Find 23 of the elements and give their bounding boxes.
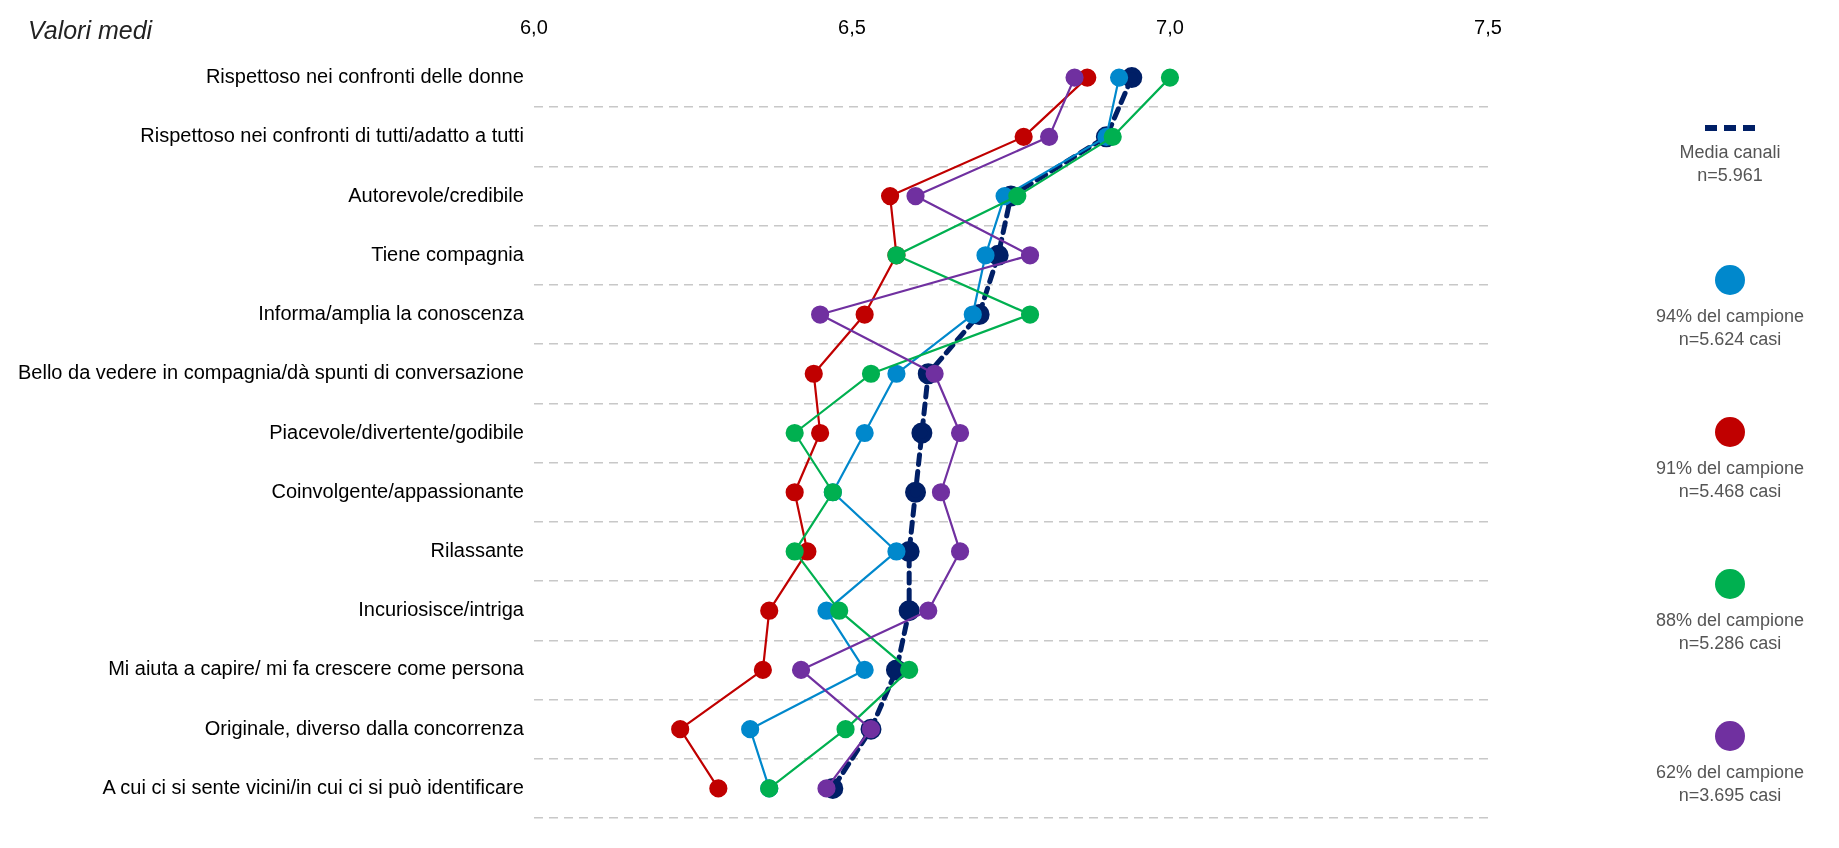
y-tick-label: A cui ci si sente vicini/in cui ci si può identificare (102, 775, 524, 798)
x-tick-label: 7,0 (1156, 15, 1184, 38)
y-tick-label: Autorevole/credibile (348, 183, 524, 206)
legend-label: 62% del campione n=3.695 casi (1655, 761, 1805, 807)
legend-label: 91% del campione n=5.468 casi (1655, 457, 1805, 503)
y-tick-label: Tiene compagnia (371, 242, 525, 265)
y-tick-label: Rilassante (430, 538, 524, 561)
legend-label: 88% del campione n=5.286 casi (1655, 609, 1805, 655)
text: Valori medi (28, 16, 153, 45)
y-tick-label: Incuriosisce/intriga (358, 598, 525, 621)
x-tick-label: 6,5 (838, 15, 866, 38)
legend-label: Media canali n=5.961 (1679, 141, 1781, 187)
x-tick-label: 6,0 (519, 15, 548, 38)
y-tick-label: Piacevole/divertente/godibile (269, 420, 524, 443)
x-tick-label: 7,5 (1474, 15, 1502, 38)
legend-label: 94% del campione n=5.624 casi (1655, 305, 1805, 351)
y-tick-label: Rispettoso nei confronti delle donne (205, 65, 524, 88)
y-tick-label: Rispettoso nei confronti di tutti/adatto a tutti (140, 124, 524, 147)
y-tick-label: Informa/amplia la conoscenza (258, 302, 525, 325)
y-tick-label: Mi aiuta a capire/ mi fa crescere come persona (108, 657, 525, 680)
y-tick-label: Originale, diverso dalla concorrenza (204, 716, 525, 739)
y-tick-label: Coinvolgente/appassionante (271, 479, 524, 502)
y-tick-label: Bello da vedere in compagnia/dà spunti di conversazione (17, 361, 524, 384)
